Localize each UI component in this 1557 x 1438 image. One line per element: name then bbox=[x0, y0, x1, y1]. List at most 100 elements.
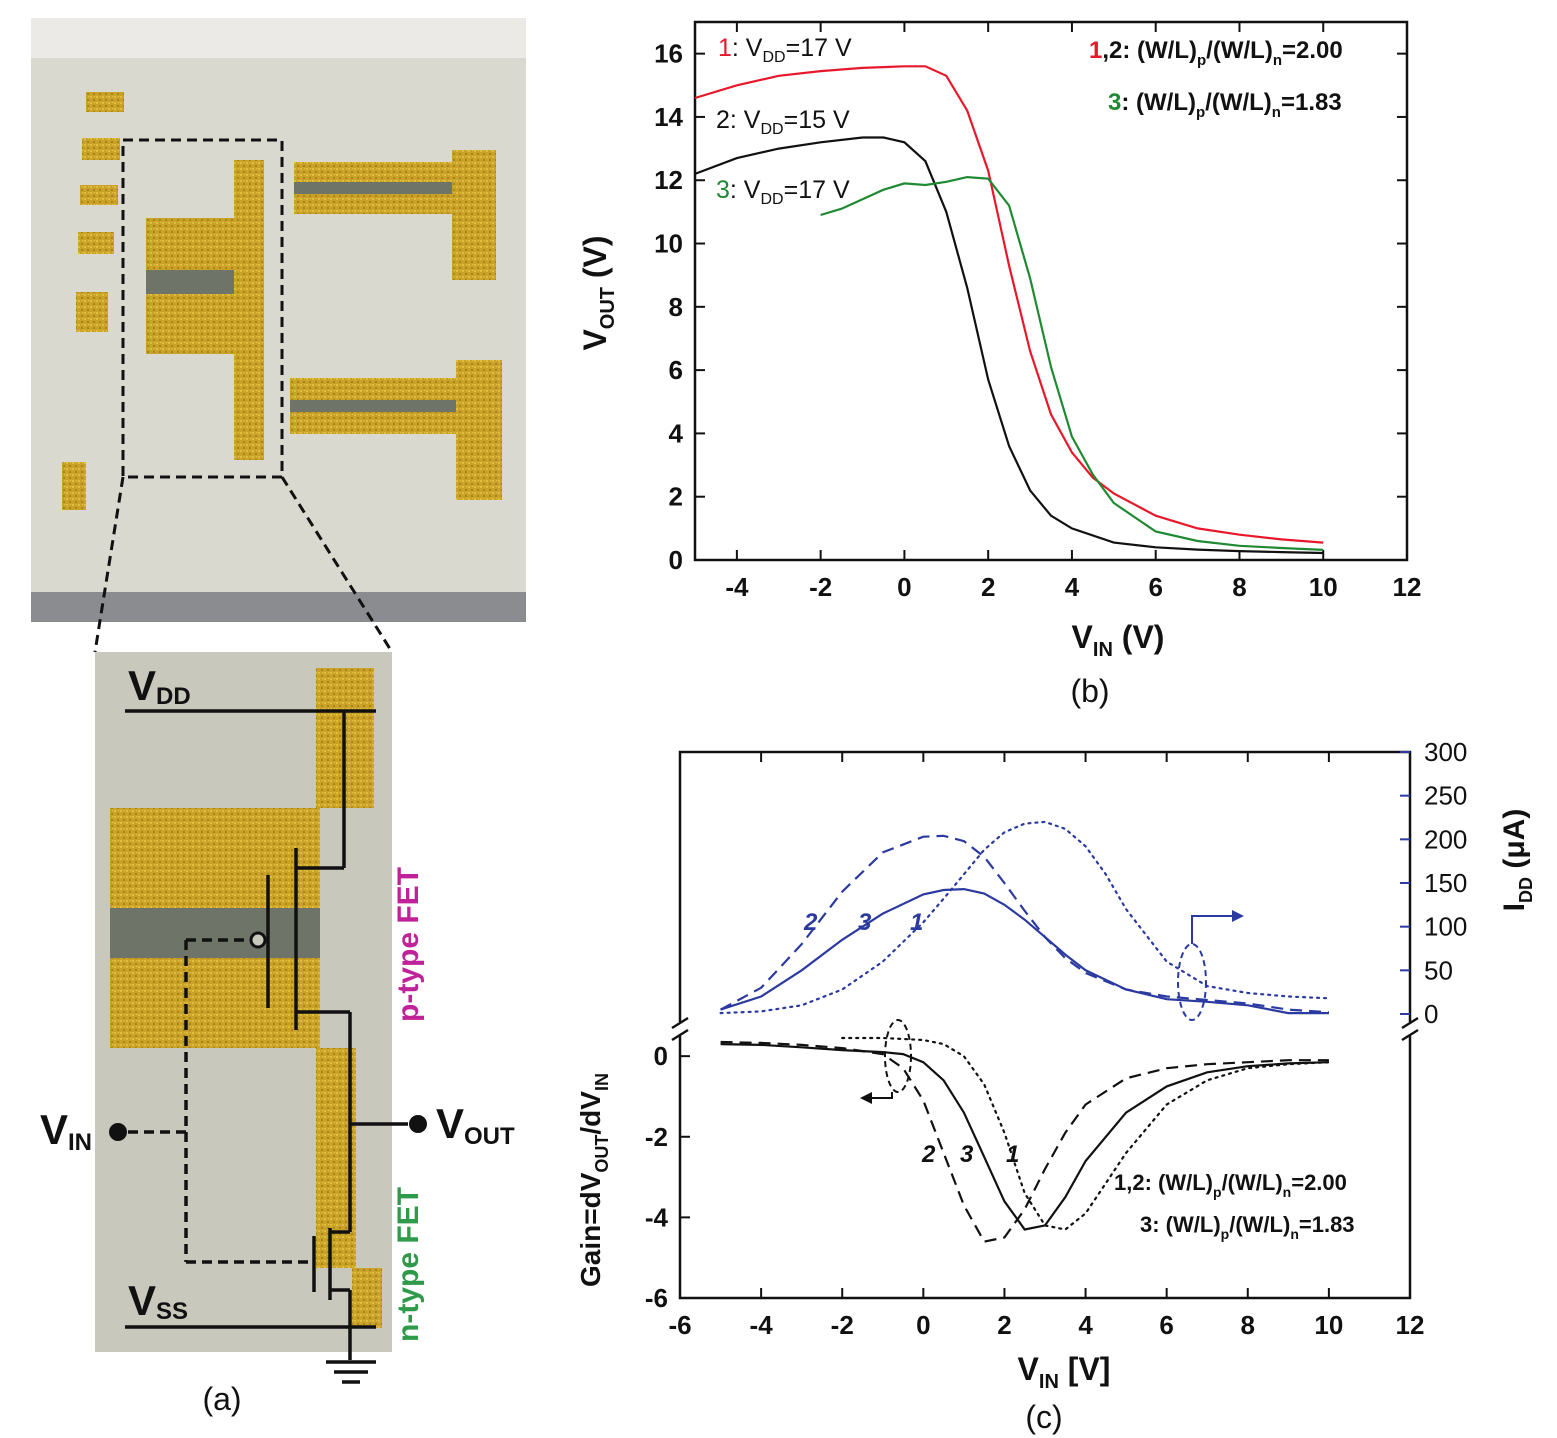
ptype-fet-label: p-type FET bbox=[392, 867, 425, 1022]
chart-c-ylabel-left: Gain=dVOUT/dVIN bbox=[575, 1073, 612, 1287]
c-xtick-label: 4 bbox=[1078, 1310, 1093, 1340]
c-xtick-label: -2 bbox=[831, 1310, 854, 1340]
right-devices bbox=[290, 150, 502, 500]
gain-ratio-3: 3: (W/L)p/(W/L)n=1.83 bbox=[1140, 1212, 1355, 1242]
b-ytick-label: 2 bbox=[669, 482, 683, 512]
b-xtick-label: 6 bbox=[1148, 572, 1162, 602]
b-xtick-label: -4 bbox=[725, 572, 749, 602]
chart-c-gain-series bbox=[720, 1036, 1330, 1243]
c-xtick-label: 2 bbox=[997, 1310, 1011, 1340]
axis-break-marks bbox=[671, 1016, 1419, 1042]
annot-curve-1: 1: VDD=17 V bbox=[718, 34, 852, 66]
substrate-photo bbox=[31, 18, 526, 622]
chart-c-x-axis: -6 -4 -2 0 2 4 6 8 10 12 bbox=[668, 752, 1424, 1340]
c-idd-line-3 bbox=[719, 820, 1330, 1015]
annot-curve-3: 3: VDD=17 V bbox=[716, 176, 850, 208]
zoom-line-right bbox=[280, 476, 394, 653]
b-series-line-3 bbox=[820, 175, 1324, 551]
chart-c-idd-series bbox=[719, 820, 1330, 1015]
chart-b-ylabel: VOUT (V) bbox=[577, 235, 619, 350]
c-xtick-label: 12 bbox=[1396, 1310, 1425, 1340]
zoom-line-left bbox=[93, 476, 125, 653]
c-gain-line-3 bbox=[720, 1043, 1329, 1231]
annot-ratio-3: 3: (W/L)p/(W/L)n=1.83 bbox=[1108, 89, 1342, 121]
semiconductor-channel bbox=[110, 908, 320, 958]
gate-pad-bottom bbox=[110, 958, 320, 1048]
b-xtick-label: 4 bbox=[1065, 572, 1080, 602]
vss-label: VSS bbox=[128, 1277, 188, 1325]
b-xtick-label: 0 bbox=[897, 572, 911, 602]
gain-label-2: 2 bbox=[921, 1141, 936, 1168]
b-ytick-label: 16 bbox=[654, 39, 683, 69]
c-idd-tick-label: 0 bbox=[1424, 999, 1438, 1029]
c-xtick-label: -6 bbox=[668, 1310, 691, 1340]
b-xtick-label: 12 bbox=[1393, 572, 1422, 602]
chart-c-top-frame bbox=[678, 750, 1412, 1022]
b-series-line-2 bbox=[694, 136, 1324, 555]
b-xtick-label: 10 bbox=[1309, 572, 1338, 602]
chart-b-y-axis: 0 2 4 6 8 10 12 14 16 bbox=[654, 39, 1407, 575]
chart-b-xlabel: VIN (V) bbox=[1072, 619, 1165, 661]
chart-c-bottom-frame bbox=[678, 1036, 1412, 1300]
annot-ratio-12: 1,2: (W/L)p/(W/L)n=2.00 bbox=[1089, 37, 1343, 69]
substrate-edge bbox=[31, 592, 526, 622]
c-gain-tick-label: -2 bbox=[645, 1122, 668, 1152]
caption-c: (c) bbox=[1025, 1399, 1062, 1435]
c-xtick-label: -4 bbox=[750, 1310, 774, 1340]
vdd-label: VDD bbox=[128, 662, 191, 710]
b-ytick-label: 0 bbox=[669, 545, 683, 575]
chart-c-xlabel: VIN [V] bbox=[1018, 1351, 1111, 1393]
c-idd-tick-label: 100 bbox=[1424, 912, 1467, 942]
chart-c: -6 -4 -2 0 2 4 6 8 10 12 -6-4-20 0501001502002503… bbox=[575, 737, 1536, 1435]
gain-arrow-head-icon bbox=[860, 1092, 872, 1104]
gain-ellipse-indicator bbox=[884, 1019, 912, 1093]
c-xtick-label: 10 bbox=[1314, 1310, 1343, 1340]
c-xtick-label: 0 bbox=[916, 1310, 930, 1340]
chart-b-frame bbox=[693, 20, 1409, 562]
vin-label: VIN bbox=[40, 1106, 92, 1156]
chart-c-gain-axis: -6 -4 -2 0 bbox=[645, 1041, 690, 1313]
photo-background bbox=[31, 18, 526, 58]
c-idd-tick-label: 300 bbox=[1424, 737, 1467, 767]
idd-label-2: 2 bbox=[803, 909, 818, 936]
b-ytick-label: 14 bbox=[654, 102, 683, 132]
zoom-box bbox=[121, 138, 284, 479]
chart-b-x-axis: -4 -2 0 2 4 6 8 10 12 bbox=[725, 22, 1421, 602]
b-xtick-label: 8 bbox=[1232, 572, 1246, 602]
ntype-fet-label: n-type FET bbox=[392, 1187, 425, 1342]
idd-axis-arrow bbox=[1191, 915, 1232, 944]
gain-label-1: 1 bbox=[1006, 1141, 1019, 1168]
inverter-device bbox=[146, 160, 264, 460]
c-idd-line-2 bbox=[720, 834, 1329, 1014]
c-idd-line-1 bbox=[720, 887, 1329, 1015]
panel-a-photo bbox=[31, 18, 526, 622]
idd-arrow-head-icon bbox=[1232, 910, 1244, 922]
chart-c-ylabel-right: IDD (μA) bbox=[1498, 809, 1536, 912]
input-wiring bbox=[128, 938, 314, 1264]
vin-node bbox=[109, 1123, 127, 1141]
c-gain-tick-label: -6 bbox=[645, 1283, 668, 1313]
c-gain-tick-label: 0 bbox=[654, 1041, 668, 1071]
c-xtick-label: 6 bbox=[1159, 1310, 1173, 1340]
caption-a: (a) bbox=[202, 1381, 241, 1417]
b-xtick-label: -2 bbox=[809, 572, 832, 602]
b-ytick-label: 10 bbox=[654, 229, 683, 259]
annot-curve-2: 2: VDD=15 V bbox=[716, 106, 850, 138]
idd-label-1: 1 bbox=[910, 909, 923, 936]
vout-label: VOUT bbox=[436, 1100, 515, 1150]
chart-b: -4 -2 0 2 4 6 8 10 12 0 2 4 6 8 10 12 14 16 VIN (V) VOUT… bbox=[577, 20, 1421, 709]
b-series-line-1 bbox=[694, 65, 1324, 544]
c-idd-tick-label: 50 bbox=[1424, 955, 1453, 985]
vss-electrode bbox=[352, 1268, 382, 1328]
b-xtick-label: 2 bbox=[981, 572, 995, 602]
c-idd-tick-label: 150 bbox=[1424, 868, 1467, 898]
chart-c-idd-axis: 0 50 100 150 200 250 300 bbox=[1400, 737, 1467, 1029]
gain-ratio-12: 1,2: (W/L)p/(W/L)n=2.00 bbox=[1114, 1170, 1347, 1200]
circuit-schematic bbox=[125, 709, 408, 1384]
b-ytick-label: 8 bbox=[669, 292, 683, 322]
panel-a-zoom: VDD VSS VIN VOUT p-type FET n-type FET bbox=[40, 652, 515, 1384]
c-idd-tick-label: 250 bbox=[1424, 781, 1467, 811]
vout-node bbox=[409, 1115, 427, 1133]
pfet-gate-bubble bbox=[249, 931, 267, 949]
